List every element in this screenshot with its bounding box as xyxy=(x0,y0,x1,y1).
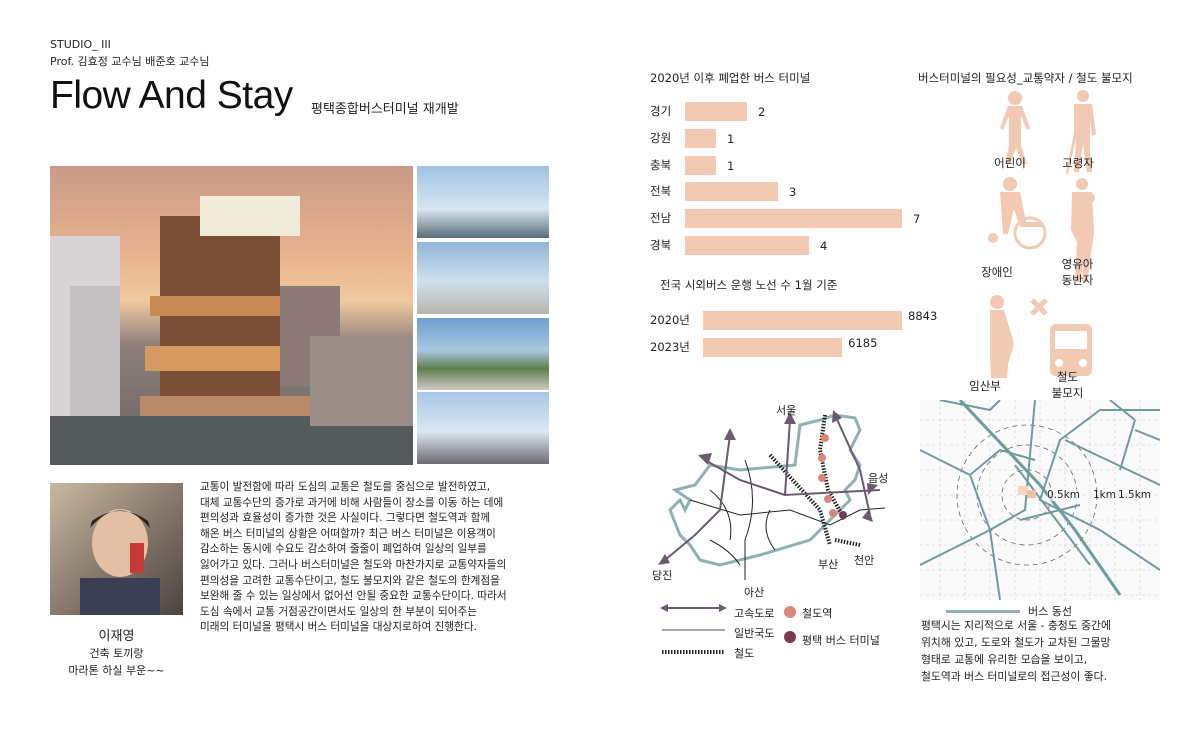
profile-line1: 건축 토끼랑 xyxy=(89,647,144,660)
studio-label: STUDIO_ III xyxy=(50,38,111,51)
text-line: 형태로 교통에 유리한 모습을 보이고, xyxy=(921,653,1088,666)
radius-label-1: 1km xyxy=(1093,489,1116,501)
bar-label: 전남 xyxy=(650,211,672,226)
bar-value-label: 2 xyxy=(758,105,766,119)
site-map xyxy=(920,400,1160,600)
bar xyxy=(685,128,716,148)
bar xyxy=(703,338,843,357)
bus-route-legend-label: 버스 동선 xyxy=(1028,605,1072,618)
text-line: 편의성과 효율성이 증가한 것은 사실이다. 그렇다면 철도역과 함께 xyxy=(200,512,491,525)
bar xyxy=(685,209,902,229)
page-title: Flow And Stay xyxy=(50,74,293,117)
parent-with-child-icon xyxy=(1071,178,1095,282)
needs-label-pregnant: 임산부 xyxy=(969,379,1001,393)
map-label-cheonan: 천안 xyxy=(854,554,875,567)
main-render-image xyxy=(50,166,413,465)
render-thumbnail-2 xyxy=(417,242,549,314)
needs-label-elderly: 고령자 xyxy=(1062,156,1094,170)
bar-value-label: 1 xyxy=(727,131,735,146)
needs-label-rail-desert: 철도 불모지 xyxy=(1051,370,1084,400)
bar-label: 2023년 xyxy=(650,340,690,354)
map-label-asan: 아산 xyxy=(744,586,765,599)
needs-label-child: 어린이 xyxy=(994,156,1026,170)
needs-label-disabled: 장애인 xyxy=(981,265,1013,279)
child-icon xyxy=(1000,91,1030,164)
bar xyxy=(685,182,778,202)
bar xyxy=(703,311,902,330)
bar xyxy=(685,102,747,121)
text-line: 편의성을 고려한 교통수단이고, 철도 불모지와 같은 철도의 한계점을 xyxy=(200,574,500,587)
radius-label-2: 1.5km xyxy=(1118,489,1152,501)
text-line: 평택시는 지리적으로 서울 - 충청도 중간에 xyxy=(921,619,1111,632)
bar-label: 전북 xyxy=(650,184,672,199)
wheelchair-icon xyxy=(988,177,1047,250)
train-icon xyxy=(1050,324,1092,376)
bar-value-label: 3 xyxy=(789,185,797,200)
legend-station: 철도역 xyxy=(802,607,833,620)
bar-value-label: 6185 xyxy=(848,336,878,350)
bar-label: 2020년 xyxy=(650,313,690,327)
text-line: 미래의 터미널을 평택시 버스 터미널을 대상지로하여 진행한다. xyxy=(200,621,477,634)
legend-national-road: 일반국도 xyxy=(734,627,775,640)
legend-highway: 고속도로 xyxy=(734,607,775,620)
professors: Prof. 김효정 교수님 배준호 교수님 xyxy=(50,55,210,68)
highway-arrow-icon xyxy=(660,604,727,612)
bar xyxy=(685,155,716,175)
bar-value-label: 1 xyxy=(727,158,735,173)
render-thumbnail-3 xyxy=(417,318,549,390)
legend-terminal: 평택 버스 터미널 xyxy=(802,634,880,647)
bar-label: 경기 xyxy=(650,104,672,118)
profile-line2: 마라톤 하실 부운~~ xyxy=(68,664,165,677)
elderly-icon xyxy=(1066,90,1096,174)
text-line: 감소하는 동시에 수요도 감소하여 줄줄이 폐업하여 일상의 일부를 xyxy=(200,543,487,556)
cross-icon xyxy=(1030,298,1048,316)
bar-value-label: 4 xyxy=(820,239,828,253)
text-line: 교통이 발전함에 따라 도심의 교통은 철도를 중심으로 발전하였고, xyxy=(200,481,491,493)
bar-label: 충북 xyxy=(650,157,672,172)
pregnant-icon xyxy=(990,295,1014,378)
needs-icons xyxy=(988,90,1096,378)
needs-title: 버스터미널의 필요성_교통약자 / 철도 불모지 xyxy=(918,71,1133,85)
needs-label-parent: 영유아 동반자 xyxy=(1061,257,1094,287)
chart2-title: 전국 시외버스 운행 노선 수 1월 기준 xyxy=(660,278,838,292)
bar-value-label: 8843 xyxy=(908,309,938,323)
bar-value-label: 7 xyxy=(913,212,921,227)
text-line: 해온 버스 터미널의 상황은 어떠할까? 최근 버스 터미널은 이용객이 xyxy=(200,527,496,540)
bar-label: 강원 xyxy=(650,130,672,145)
render-thumbnail-1 xyxy=(417,166,549,238)
description-paragraph: 교통이 발전함에 따라 도심의 교통은 철도를 중심으로 발전하였고, 대체 교통… xyxy=(200,480,558,636)
text-line: 대체 교통수단의 증가로 과거에 비해 사람들이 장소를 이동 하는 데에 xyxy=(200,496,504,509)
radius-label-0: 0.5km xyxy=(1047,489,1081,501)
text-line: 위치해 있고, 도로와 철도가 교차된 그물망 xyxy=(921,636,1111,649)
page-subtitle: 평택종합버스터미널 재개발 xyxy=(311,102,459,117)
profile-photo xyxy=(50,483,183,615)
text-line: 잃어가고 있다. 그러나 버스터미널은 철도와 마찬가지로 교통약자들의 xyxy=(200,558,507,571)
bar-label: 경북 xyxy=(650,238,672,252)
render-thumbnail-4 xyxy=(417,392,549,464)
map-label-dangjin: 당진 xyxy=(652,569,673,582)
terminal-dot-icon xyxy=(784,631,796,643)
map-label-busan: 부산 xyxy=(818,558,839,571)
profile-name: 이재영 xyxy=(98,629,135,644)
text-line: 도심 속에서 교통 거점공간이면서도 일상의 한 부분이 되어주는 xyxy=(200,605,477,618)
bar xyxy=(685,236,809,255)
bus-route-legend-line xyxy=(946,610,1020,613)
station-dot-icon xyxy=(784,606,796,618)
text-line: 보완해 줄 수 있는 일상에서 없어선 안될 중요한 교통수단이다. 따라서 xyxy=(200,590,507,603)
text-line: 철도역과 버스 터미널로의 접근성이 좋다. xyxy=(921,670,1108,683)
map-label-eumseong: 음성 xyxy=(868,472,889,485)
map-label-seoul: 서울 xyxy=(776,404,797,417)
map-legend-symbols xyxy=(660,604,796,654)
regional-map xyxy=(658,410,886,580)
chart1-title: 2020년 이후 폐업한 버스 터미널 xyxy=(650,71,811,85)
legend-railway: 철도 xyxy=(734,647,755,660)
